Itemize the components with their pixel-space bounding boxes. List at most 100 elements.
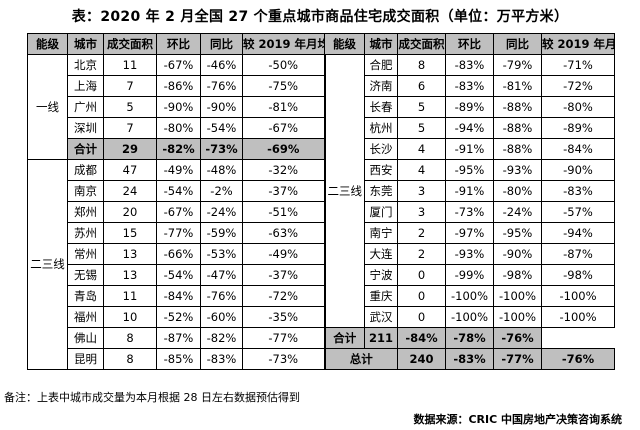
- cell-yoy: -24%: [200, 201, 243, 223]
- cell-total-yoy: -73%: [200, 138, 243, 160]
- footnote: 备注：上表中城市成交量为本月根据 28 日左右数据预估得到: [4, 391, 300, 404]
- cell-mom: -91%: [445, 180, 494, 202]
- cell-area: 3: [397, 180, 446, 202]
- cell-total-vs2019: -69%: [242, 138, 325, 160]
- cell-city: 东莞: [364, 180, 398, 202]
- header-mom: 环比: [445, 33, 494, 55]
- cell-vs2019: -37%: [242, 264, 325, 286]
- table-row: 南京 24 -54% -2% -37% 东莞 3 -91% -80% -83%: [28, 180, 615, 202]
- cell-city: 常州: [67, 243, 104, 265]
- table-row: 郑州 20 -67% -24% -51% 厦门 3 -73% -24% -57%: [28, 201, 615, 223]
- cell-yoy: -93%: [493, 159, 542, 181]
- cell-yoy: -2%: [200, 180, 243, 202]
- table-row: 二三线 成都 47 -49% -48% -32% 西安 4 -95% -93% …: [27, 159, 615, 370]
- cell-yoy: -46%: [200, 54, 243, 76]
- cell-grand-total-vs2019: -76%: [541, 348, 615, 370]
- cell-city: 重庆: [364, 285, 398, 307]
- cell-mom: -67%: [156, 54, 201, 76]
- header-area: 成交面积: [103, 33, 157, 55]
- cell-grand-total-label: 总计: [323, 348, 398, 370]
- cell-area: 4: [397, 138, 446, 160]
- cell-mom: -91%: [445, 138, 494, 160]
- cell-city: 昆明: [67, 348, 104, 370]
- cell-area: 13: [103, 243, 157, 265]
- cell-city: 青岛: [67, 285, 104, 307]
- cell-yoy: -88%: [493, 117, 542, 139]
- cell-vs2019: -98%: [541, 264, 615, 286]
- cell-city: 武汉: [364, 306, 398, 328]
- cell-yoy: -90%: [493, 243, 542, 265]
- table-row: 上海 7 -86% -76% -75% 济南 6 -83% -81% -72%: [28, 75, 615, 97]
- cell-city: 大连: [364, 243, 398, 265]
- header-city: 城市: [67, 33, 104, 55]
- cell-total-area: 29: [103, 138, 157, 160]
- header-tier: 能级: [324, 33, 365, 55]
- cell-yoy: -76%: [200, 75, 243, 97]
- header-tier: 能级: [27, 33, 68, 55]
- cell-vs2019: -35%: [242, 306, 325, 328]
- cell-vs2019: -71%: [541, 54, 615, 76]
- cell-subtotal-label: 合计: [323, 327, 365, 349]
- cell-area: 0: [397, 306, 446, 328]
- cell-yoy: -81%: [493, 75, 542, 97]
- cell-yoy: -95%: [493, 222, 542, 244]
- cell-city: 宁波: [364, 264, 398, 286]
- cell-city: 上海: [67, 75, 104, 97]
- cell-vs2019: -75%: [242, 75, 325, 97]
- cell-city: 成都: [67, 159, 104, 181]
- cell-city: 无锡: [67, 264, 104, 286]
- cell-vs2019: -90%: [541, 159, 615, 181]
- cell-area: 8: [397, 54, 446, 76]
- cell-city: 苏州: [67, 222, 104, 244]
- cell-yoy: -100%: [493, 306, 542, 328]
- table-row: 合计 29 -82% -73% -69% 长沙 4 -91% -88% -84%: [28, 138, 615, 160]
- cell-city: 长春: [364, 96, 398, 118]
- cell-mom: -66%: [156, 243, 201, 265]
- cell-vs2019: -77%: [242, 327, 325, 349]
- cell-vs2019: -67%: [242, 117, 325, 139]
- cell-yoy: -82%: [200, 327, 243, 349]
- header-vs2019: 较 2019 年月均: [242, 33, 325, 55]
- table-row: 昆明 8 -85% -83% -73% 总计 240 -83% -77% -76…: [28, 348, 615, 370]
- cell-yoy: -88%: [493, 138, 542, 160]
- cell-area: 8: [103, 327, 157, 349]
- cell-city: 郑州: [67, 201, 104, 223]
- cell-city: 厦门: [364, 201, 398, 223]
- table-row: 苏州 15 -77% -59% -63% 南宁 2 -97% -95% -94%: [28, 222, 615, 244]
- cell-city: 南宁: [364, 222, 398, 244]
- cell-mom: -80%: [156, 117, 201, 139]
- cell-vs2019: -37%: [242, 180, 325, 202]
- cell-mom: -93%: [445, 243, 494, 265]
- cell-area: 0: [397, 285, 446, 307]
- cell-city: 南京: [67, 180, 104, 202]
- table-row: 一线 北京 11 -67% -46% -50% 二三线 合肥 8 -83% -7…: [27, 54, 615, 328]
- cell-city: 济南: [364, 75, 398, 97]
- cell-yoy: -80%: [493, 180, 542, 202]
- cell-mom: -54%: [156, 264, 201, 286]
- cell-grand-total-yoy: -77%: [493, 348, 542, 370]
- cell-vs2019: -57%: [541, 201, 615, 223]
- cell-area: 4: [397, 159, 446, 181]
- cell-total-mom: -82%: [156, 138, 201, 160]
- header-city: 城市: [364, 33, 398, 55]
- cell-vs2019: -89%: [541, 117, 615, 139]
- cell-mom: -100%: [445, 285, 494, 307]
- cell-mom: -99%: [445, 264, 494, 286]
- table-row: 常州 13 -66% -53% -49% 大连 2 -93% -90% -87%: [28, 243, 615, 265]
- tier-label-tier1: 一线: [27, 54, 68, 160]
- cell-vs2019: -63%: [242, 222, 325, 244]
- cell-mom: -97%: [445, 222, 494, 244]
- data-source: 数据来源：CRIC 中国房地产决策咨询系统: [413, 413, 622, 426]
- cell-city: 合肥: [364, 54, 398, 76]
- cell-city: 福州: [67, 306, 104, 328]
- cell-yoy: -98%: [493, 264, 542, 286]
- cell-city: 长沙: [364, 138, 398, 160]
- cell-mom: -87%: [156, 327, 201, 349]
- cell-mom: -85%: [156, 348, 201, 370]
- cell-area: 11: [103, 285, 157, 307]
- table-row: 无锡 13 -54% -47% -37% 宁波 0 -99% -98% -98%: [28, 264, 615, 286]
- cell-vs2019: -94%: [541, 222, 615, 244]
- cell-area: 0: [397, 264, 446, 286]
- cell-vs2019: -84%: [541, 138, 615, 160]
- cell-area: 2: [397, 222, 446, 244]
